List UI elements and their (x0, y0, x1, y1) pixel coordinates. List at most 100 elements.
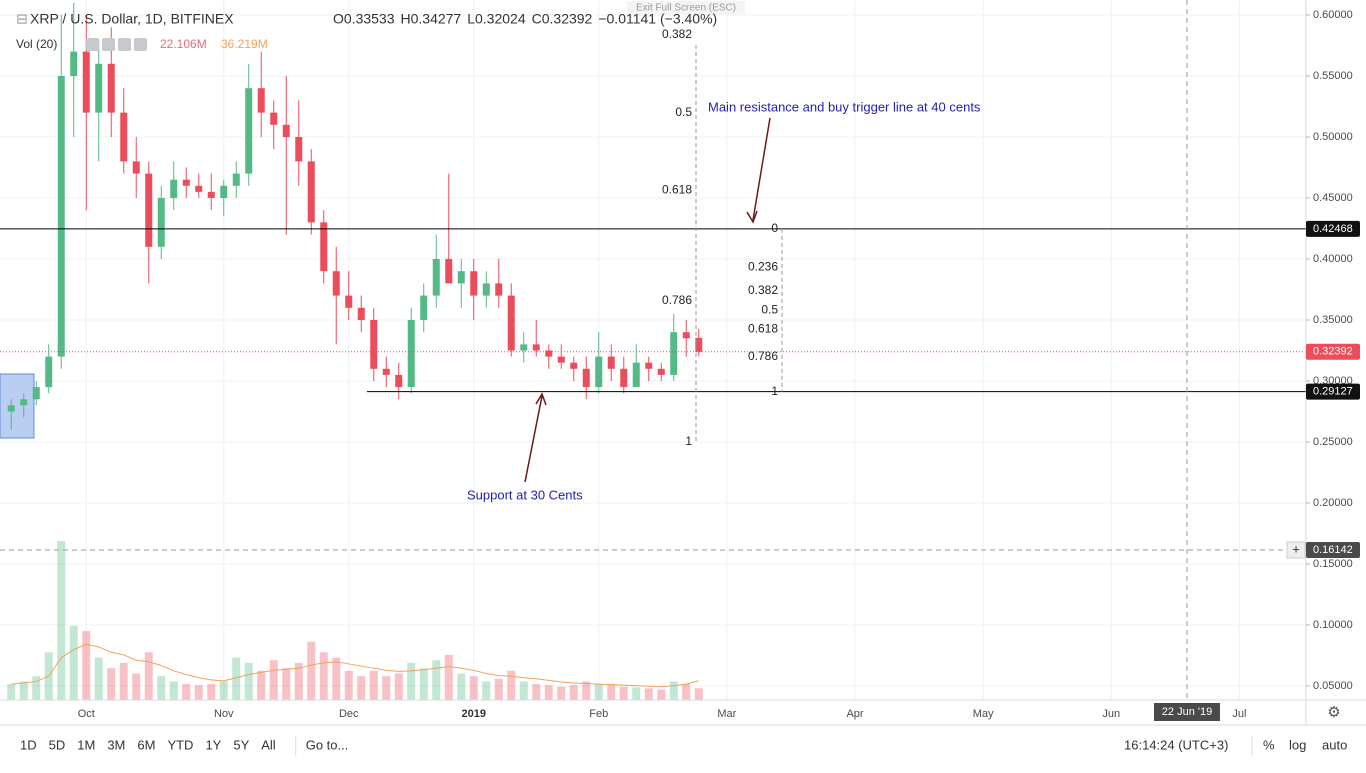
toolbar-button[interactable]: Go to... (306, 737, 349, 752)
x-tick-label: Jul (1232, 708, 1246, 720)
fib-level-label: 0.618 (748, 322, 778, 336)
toolbar-button[interactable]: 1M (77, 737, 95, 752)
volume-pane (7, 540, 703, 700)
candle-body (82, 51, 90, 113)
volume-name: Vol (20) (16, 37, 57, 51)
volume-bar (682, 684, 691, 700)
volume-bar (57, 540, 66, 700)
toolbar-button[interactable]: 1Y (205, 737, 221, 752)
x-tick-label: Dec (339, 708, 359, 720)
collapse-icon[interactable]: ⊟ (16, 11, 28, 27)
fib-level-label: 0.786 (662, 293, 692, 307)
price-pane: 0.382 0.5 0.618 0.786 1 0 0.236 0.382 0.5 0.618 0.… (0, 0, 1306, 700)
volume-bar (382, 676, 391, 700)
toolbar-button[interactable]: 3M (107, 737, 125, 752)
candle-body (282, 124, 290, 137)
price-tag (1306, 343, 1360, 360)
indicator-button[interactable] (102, 38, 115, 51)
toolbar-button[interactable]: YTD (167, 737, 193, 752)
volume-bar (94, 657, 103, 700)
y-tick-label: 0.60000 (1313, 9, 1353, 21)
toolbar-button[interactable]: All (261, 737, 276, 752)
candle-body (645, 362, 653, 369)
candle-body (95, 63, 103, 113)
candle-body (307, 161, 315, 223)
ohlc-value: H0.34277 (401, 11, 462, 27)
volume-bar (407, 662, 416, 700)
volume-bar (207, 684, 216, 700)
indicator-button[interactable] (134, 38, 147, 51)
fib-level-label: 0 (771, 221, 778, 235)
volume-bar (232, 657, 241, 700)
candle-body (32, 387, 40, 400)
candle-body (120, 112, 128, 162)
arrow (752, 117, 771, 221)
price-tag (1306, 542, 1360, 559)
candle-body (182, 179, 190, 186)
candle-body (482, 283, 490, 296)
volume-bar (569, 685, 578, 700)
ohlc-value: C0.32392 (532, 11, 593, 27)
volume-bar (482, 681, 491, 700)
volume-bar (657, 689, 666, 700)
price-tag-label: 0.42468 (1313, 223, 1353, 235)
x-tick-label: Apr (846, 708, 863, 720)
y-tick-label: 0.50000 (1313, 131, 1353, 143)
candle-body (295, 136, 303, 162)
volume-bar (444, 654, 453, 700)
toolbar-button[interactable]: 6M (137, 737, 155, 752)
fib-level-label: 1 (685, 434, 692, 448)
symbol-title[interactable]: XRP / U.S. Dollar, 1D, BITFINEX (30, 11, 234, 27)
volume-bar (19, 681, 28, 700)
candle-body (620, 368, 628, 388)
fib-level-label: 0.618 (662, 183, 692, 197)
volume-bar (357, 676, 366, 700)
candle-body (495, 283, 503, 296)
indicator-button[interactable] (118, 38, 131, 51)
status-item[interactable]: % (1263, 737, 1275, 752)
x-tick-label: Jun (1102, 708, 1120, 720)
volume-bar (419, 668, 428, 700)
ohlc-value: O0.33533 (333, 11, 395, 27)
volume-bar (319, 652, 328, 700)
status-item[interactable]: log (1289, 737, 1306, 752)
crosshair-plus[interactable] (1286, 541, 1306, 559)
candle-body (632, 362, 640, 388)
y-tick-label: 0.40000 (1313, 253, 1353, 265)
volume-bar (594, 684, 603, 700)
indicator-button[interactable] (86, 38, 99, 51)
toolbar-button[interactable]: 5Y (233, 737, 249, 752)
fib-level-label: 1 (771, 384, 778, 398)
candle-body (395, 374, 403, 388)
toolbar-button[interactable]: 5D (49, 737, 66, 752)
candle-body (70, 51, 78, 77)
volume-bar (144, 652, 153, 700)
candle-body (445, 258, 453, 284)
volume-bar (344, 670, 353, 700)
grid (0, 0, 1306, 700)
candle-body (145, 173, 153, 247)
candle-body (107, 63, 115, 113)
candle-body (370, 319, 378, 369)
candle-body (682, 332, 690, 339)
volume-bar (282, 668, 291, 700)
volume-bar (332, 657, 341, 700)
annotation: Main resistance and buy trigger line at … (708, 99, 981, 114)
candle-body (195, 185, 203, 192)
candle-body (220, 185, 228, 198)
candle-body (320, 222, 328, 272)
candle-body (470, 271, 478, 296)
volume-bar (32, 676, 41, 700)
toolbar-button[interactable]: 1D (20, 737, 37, 752)
status-item[interactable]: auto (1322, 737, 1347, 752)
x-tick-label: May (973, 708, 994, 720)
candle-body (332, 271, 340, 296)
volume-bar (532, 684, 541, 700)
y-tick-label: 0.05000 (1313, 680, 1353, 692)
notice[interactable]: Exit Full Screen (ESC) (636, 3, 736, 14)
x-tick-label: Nov (214, 708, 234, 720)
candle-body (407, 319, 415, 388)
candle-body (557, 356, 565, 363)
settings-icon[interactable]: ⚙ (1327, 704, 1340, 721)
volume-bar (519, 681, 528, 700)
